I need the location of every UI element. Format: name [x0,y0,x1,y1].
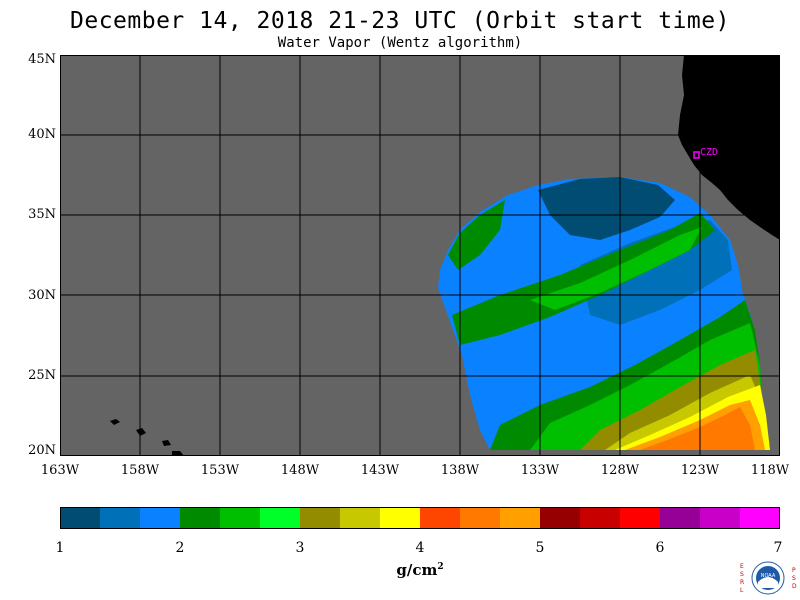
colorbar-cell-2 [100,507,141,529]
lat-label-30n: 30N [28,288,56,303]
colorbar [60,507,780,529]
colorbar-tick-4: 4 [415,540,425,556]
lat-label-35n: 35N [28,207,56,222]
colorbar-cell-5 [220,507,261,529]
colorbar-cell-10 [420,507,461,529]
colorbar-cell-17 [700,507,741,529]
lon-label-153w: 153W [200,463,240,478]
colorbar-cell-6 [260,507,301,529]
units-base: g/cm [396,561,438,579]
colorbar-cell-13 [540,507,581,529]
colorbar-tick-7: 7 [773,540,783,556]
lon-label-163w: 163W [40,463,80,478]
logo-letter-p: P [792,567,796,574]
lon-label-118w: 118W [750,463,790,478]
lat-label-20n: 20N [28,443,56,458]
colorbar-cell-11 [460,507,501,529]
swath-green-upper-left [448,200,505,270]
colorbar-cell-18 [740,507,780,529]
colorbar-border [60,507,780,529]
colorbar-cell-8 [340,507,381,529]
colorbar-cell-15 [620,507,661,529]
grid-lines [60,55,780,456]
logo-letter-s2: S [792,575,796,582]
lat-label-45n: 45N [28,52,56,67]
lat-label-40n: 40N [28,127,56,142]
hawaii-island-4 [172,451,184,456]
colorbar-cell-3 [140,507,181,529]
colorbar-cell-16 [660,507,701,529]
noaa-logo: E S R L P S D NOAA [740,561,797,595]
units-exponent: 2 [437,562,444,572]
land-areas [110,55,780,456]
hawaii-island-3 [162,440,171,446]
swath-darkorange-lower [640,407,755,450]
lon-label-123w: 123W [680,463,720,478]
noaa-bird-icon [758,577,778,588]
satellite-swath [438,177,770,450]
logo-letter-e: E [740,563,744,570]
logo-letter-s: S [740,571,744,578]
station-label: CZD [700,147,718,158]
water-vapor-map: CZD [60,55,780,456]
lon-label-148w: 148W [280,463,320,478]
colorbar-cell-7 [300,507,341,529]
map-title: December 14, 2018 21-23 UTC (Orbit start… [70,8,730,34]
swath-lightgreen-band [530,227,702,310]
map-subtitle: Water Vapor (Wentz algorithm) [277,35,523,51]
colorbar-units: g/cm2 [360,561,480,579]
colorbar-tick-2: 2 [175,540,185,556]
colorbar-tick-1: 1 [55,540,65,556]
lat-label-25n: 25N [28,368,56,383]
lon-label-158w: 158W [120,463,160,478]
hawaii-island-2 [136,428,146,436]
noaa-logo-text: NOAA [761,573,776,579]
logo-letter-d: D [792,583,797,590]
colorbar-cell-1 [60,507,101,529]
hawaii-island-1 [110,419,120,425]
swath-darkblue-top [538,177,675,240]
colorbar-tick-5: 5 [535,540,545,556]
station-marker: CZD [693,147,718,159]
lon-label-138w: 138W [440,463,480,478]
lon-label-143w: 143W [360,463,400,478]
colorbar-cell-14 [580,507,621,529]
lon-label-133w: 133W [520,463,560,478]
colorbar-cell-9 [380,507,421,529]
colorbar-tick-3: 3 [295,540,305,556]
colorbar-tick-6: 6 [655,540,665,556]
north-america-coast [678,55,780,240]
colorbar-cell-12 [500,507,541,529]
logo-letter-l: L [740,587,744,594]
logo-letter-r: R [740,579,744,586]
colorbar-cell-4 [180,507,221,529]
lon-label-128w: 128W [600,463,640,478]
swath-green-band [452,213,715,345]
station-marker-icon [693,151,700,159]
